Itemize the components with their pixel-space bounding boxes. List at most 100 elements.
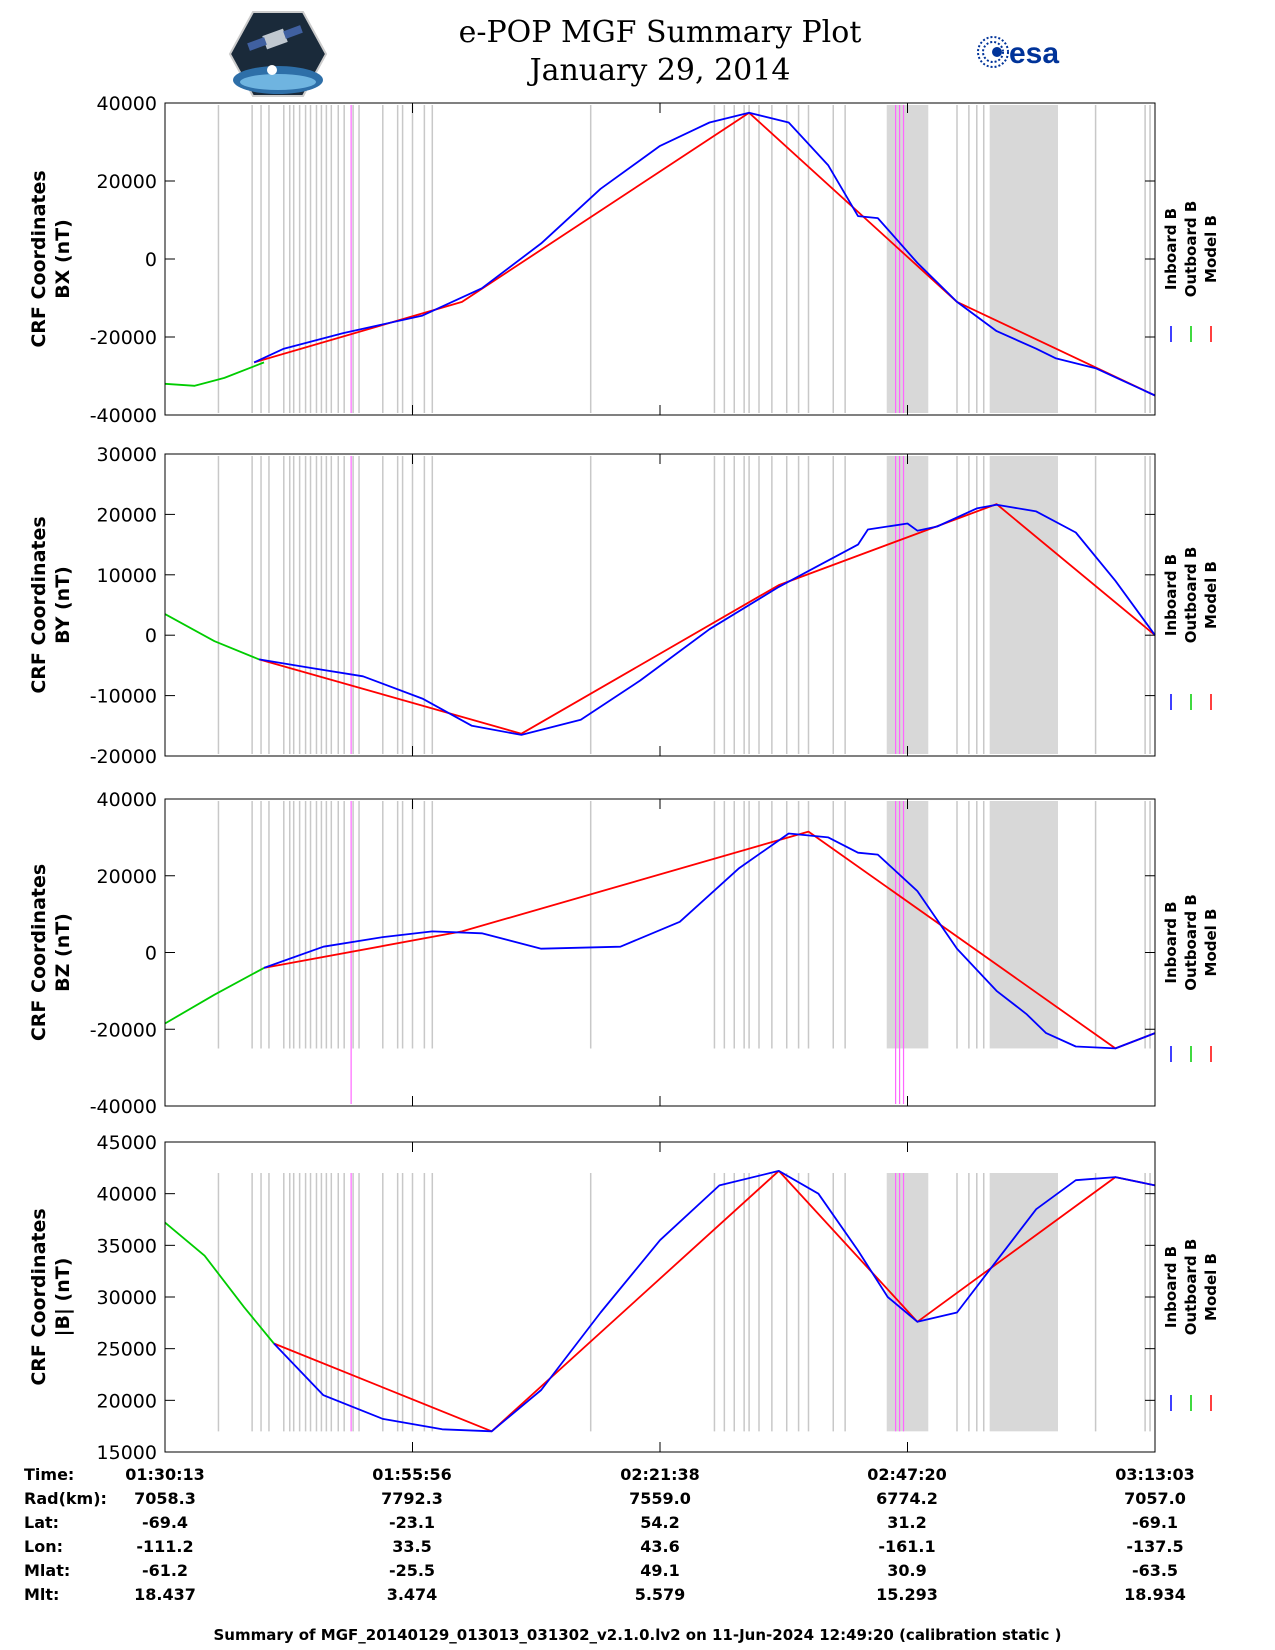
- info-cell: 02:21:38: [620, 1465, 700, 1484]
- info-cell: 7559.0: [629, 1489, 691, 1508]
- info-cell: 30.9: [887, 1561, 927, 1580]
- series-line-inboard-b: [263, 832, 1156, 1050]
- info-row-label: Lat:: [24, 1513, 60, 1532]
- chart-title: e-POP MGF Summary Plot: [458, 15, 862, 50]
- info-cell: 7058.3: [134, 1489, 196, 1508]
- y-axis-label: CRF Coordinates BY (nT): [28, 516, 74, 693]
- info-row: Lon: -111.2 33.5 43.6 -161.1 -137.5: [0, 1537, 1275, 1561]
- info-cell: -137.5: [1126, 1537, 1184, 1556]
- info-cell: 02:47:20: [867, 1465, 947, 1484]
- info-cell: 15.293: [876, 1585, 938, 1604]
- data-gap-block: [989, 1173, 1058, 1432]
- y-tick-label: 35000: [97, 1235, 157, 1257]
- y-tick-label: -20000: [90, 327, 157, 349]
- legend-label-outboard: Outboard B: [1182, 547, 1200, 644]
- info-cell: 54.2: [640, 1513, 680, 1532]
- y-tick-label: -40000: [90, 405, 157, 427]
- y-tick-label: -40000: [90, 1096, 157, 1118]
- series-line-outboard-b: [164, 361, 265, 387]
- y-axis-label-line2: BZ (nT): [52, 913, 74, 992]
- y-axis-label-line1: CRF Coordinates: [28, 516, 50, 693]
- y-tick-label: -20000: [90, 746, 157, 768]
- y-axis-label-line1: CRF Coordinates: [28, 170, 50, 347]
- y-axis-label: CRF Coordinates |B| (nT): [28, 1208, 74, 1385]
- info-cell: 43.6: [640, 1537, 680, 1556]
- info-cell: -111.2: [136, 1537, 194, 1556]
- info-cell: 18.437: [134, 1585, 196, 1604]
- series-line-outboard-b: [164, 967, 265, 1025]
- info-cell: 31.2: [887, 1513, 927, 1532]
- y-axis-label-line2: BX (nT): [52, 219, 74, 299]
- data-gap-block: [989, 801, 1058, 1049]
- y-axis-label: CRF Coordinates BZ (nT): [28, 864, 74, 1041]
- info-cell: 03:13:03: [1115, 1465, 1195, 1484]
- y-tick-label: 0: [145, 943, 157, 965]
- y-tick-label: 45000: [97, 1132, 157, 1154]
- epop-logo: [228, 11, 328, 97]
- info-cell: 5.579: [634, 1585, 686, 1604]
- series-line-outboard-b: [164, 1221, 275, 1345]
- y-tick-label: 20000: [97, 1390, 157, 1412]
- esa-emblem-icon: esa: [977, 36, 1059, 70]
- y-tick-label: 30000: [97, 1287, 157, 1309]
- series-line-inboard-b: [258, 503, 1156, 736]
- y-tick-label: 40000: [97, 789, 157, 811]
- info-cell: 33.5: [392, 1537, 432, 1556]
- series-line-model-b: [258, 503, 1156, 735]
- legend-label-outboard: Outboard B: [1182, 1239, 1200, 1336]
- y-tick-label: 20000: [97, 171, 157, 193]
- y-tick-label: 0: [145, 249, 157, 271]
- y-tick-label: -20000: [90, 1019, 157, 1041]
- info-row-label: Lon:: [24, 1537, 63, 1556]
- data-gap-block: [989, 105, 1058, 413]
- info-row-label: Mlt:: [24, 1585, 60, 1604]
- info-cell: 18.934: [1124, 1585, 1186, 1604]
- legend-label-model: Model B: [1202, 561, 1220, 629]
- info-cell: -161.1: [878, 1537, 936, 1556]
- panel-4: 15000 20000 25000 30000 35000 40000 45000 CRF C…: [28, 1132, 1220, 1460]
- y-tick-label: 20000: [97, 504, 157, 526]
- y-axis-label-line1: CRF Coordinates: [28, 864, 50, 1041]
- info-cell: 01:30:13: [125, 1465, 205, 1484]
- y-tick-label: 25000: [97, 1339, 157, 1361]
- info-cell: -23.1: [388, 1513, 436, 1532]
- y-tick-label: 20000: [97, 866, 157, 888]
- info-cell: -69.1: [1131, 1513, 1179, 1532]
- y-tick-label: 10000: [97, 565, 157, 587]
- panel-2: -20000 -10000 0 10000 20000 30000 CRF Coordina…: [28, 444, 1220, 768]
- info-row-label: Mlat:: [24, 1561, 71, 1580]
- legend-label-model: Model B: [1202, 1253, 1220, 1321]
- legend-label-inboard: Inboard B: [1162, 554, 1180, 636]
- info-row: Time: 01:30:13 01:55:56 02:21:38 02:47:20 03:…: [0, 1465, 1275, 1489]
- info-row-label: Rad(km):: [24, 1489, 107, 1508]
- info-cell: 6774.2: [876, 1489, 938, 1508]
- info-cell: 49.1: [640, 1561, 680, 1580]
- series-line-outboard-b: [164, 613, 260, 661]
- footer-summary: Summary of MGF_20140129_013013_031302_v2…: [213, 1626, 1062, 1644]
- y-tick-label: 40000: [97, 93, 157, 115]
- data-gap-block: [989, 456, 1058, 754]
- info-cell: 3.474: [386, 1585, 438, 1604]
- info-row-label: Time:: [24, 1465, 75, 1484]
- data-gap-block: [886, 105, 929, 413]
- info-cell: -69.4: [141, 1513, 189, 1532]
- y-axis-label-line2: BY (nT): [52, 566, 74, 644]
- info-row: Lat: -69.4 -23.1 54.2 31.2 -69.1: [0, 1513, 1275, 1537]
- series-line-inboard-b: [253, 111, 1156, 397]
- info-cell: -63.5: [1131, 1561, 1179, 1580]
- legend-label-model: Model B: [1202, 215, 1220, 283]
- data-gap-block: [886, 456, 929, 754]
- chart-date: January 29, 2014: [529, 53, 791, 88]
- y-tick-label: 15000: [97, 1442, 157, 1460]
- y-axis-label-line2: |B| (nT): [52, 1258, 74, 1337]
- info-cell: -61.2: [141, 1561, 189, 1580]
- legend-label-outboard: Outboard B: [1182, 201, 1200, 298]
- info-row: Mlt: 18.437 3.474 5.579 15.293 18.934: [0, 1585, 1275, 1609]
- info-row: Mlat: -61.2 -25.5 49.1 30.9 -63.5: [0, 1561, 1275, 1585]
- y-axis-label: CRF Coordinates BX (nT): [28, 170, 74, 347]
- series-line-inboard-b: [273, 1170, 1156, 1433]
- legend-label-inboard: Inboard B: [1162, 1246, 1180, 1328]
- panel-1: -40000 -20000 0 20000 40000 CRF Coordinates BX…: [28, 93, 1220, 427]
- info-cell: 7057.0: [1124, 1489, 1186, 1508]
